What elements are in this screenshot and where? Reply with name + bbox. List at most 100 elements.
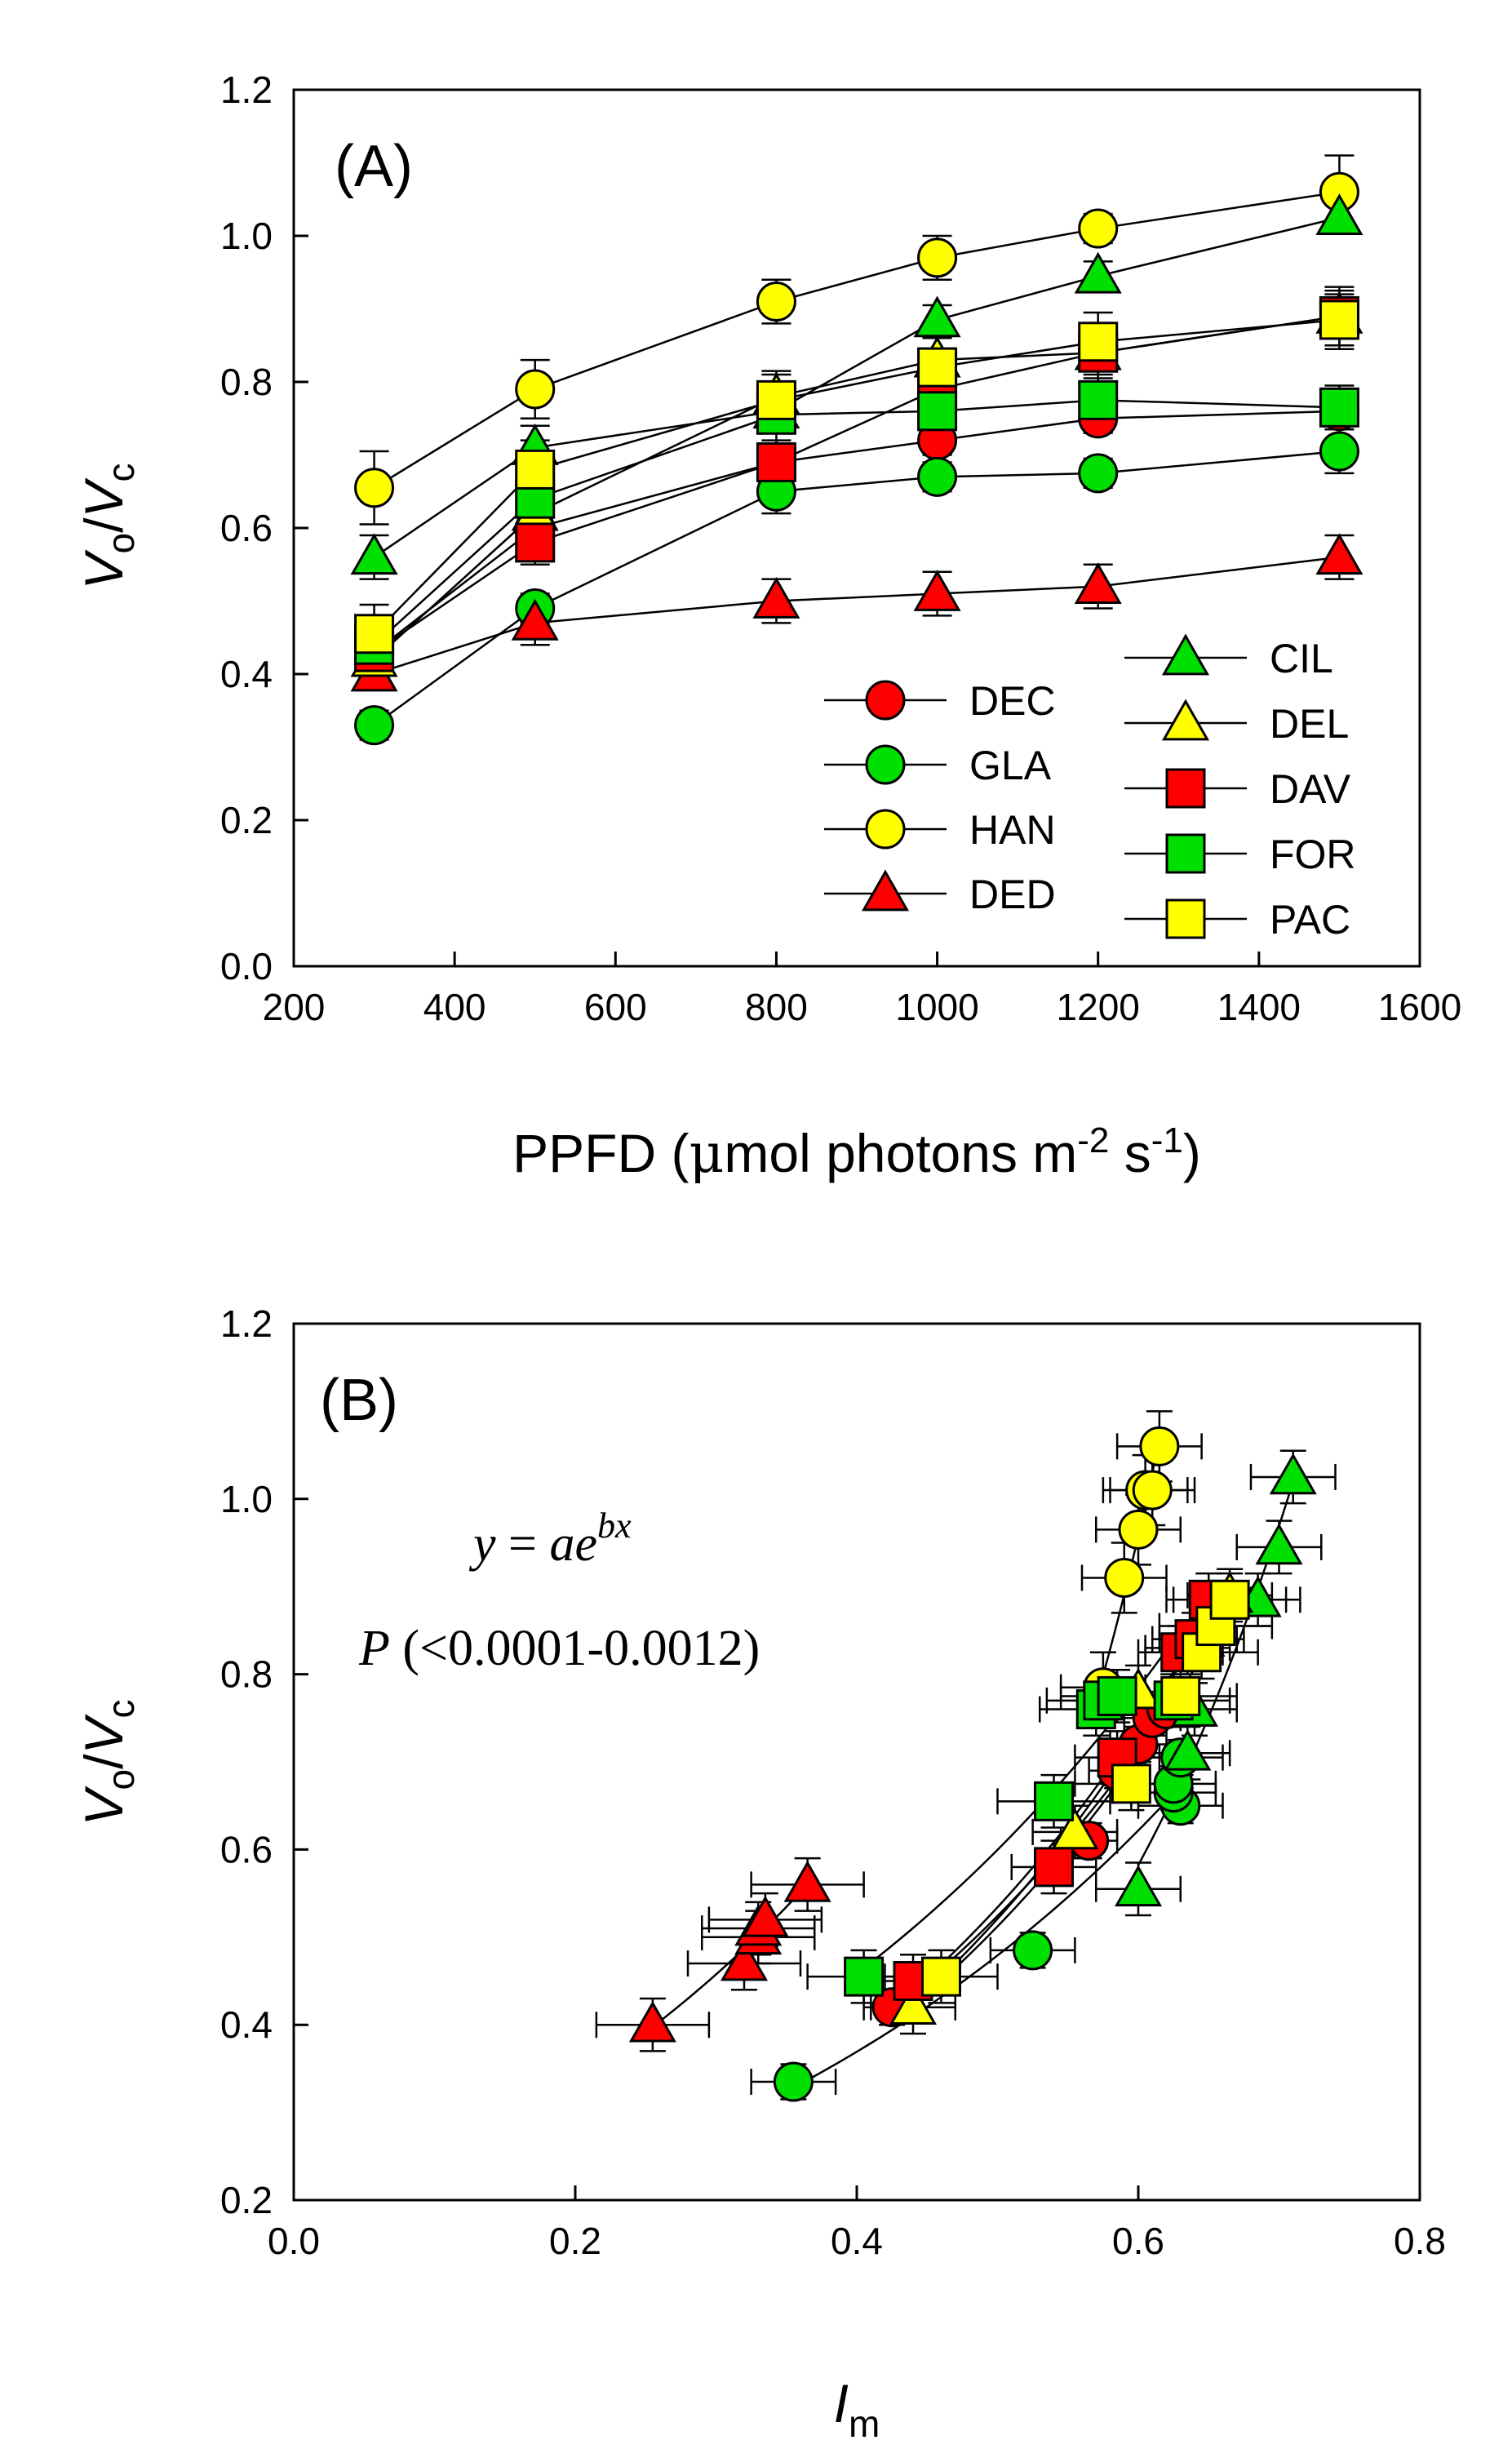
panel-a-label: (A) <box>335 134 413 199</box>
data-point-ded <box>783 1860 831 1902</box>
data-point-han <box>917 237 958 278</box>
data-point-cil <box>1269 1453 1317 1495</box>
data-point-for <box>1078 379 1119 420</box>
panel-a-y-tick-label: 0.0 <box>220 945 273 987</box>
panel-a-x-tick-label: 1000 <box>895 986 978 1028</box>
data-point-ded <box>913 570 961 611</box>
data-point-pac <box>1209 1579 1250 1620</box>
data-point-pac <box>1111 1764 1151 1804</box>
data-point-ded <box>752 577 800 619</box>
panel-a-x-tick-label: 1200 <box>1057 986 1140 1028</box>
panel-b-x-axis-title: Im <box>834 2373 880 2445</box>
panel-a: 200 400 600 800 1000 1200 1400 1600 0.0 0.2 0.4 0.6… <box>73 69 1461 1185</box>
data-point-ded <box>511 598 559 641</box>
panel-a-x-tick-label: 1400 <box>1217 986 1301 1028</box>
panel-a-x-tick-label: 800 <box>745 986 808 1028</box>
legend-marker-for <box>1165 833 1206 874</box>
series-line-dec <box>373 410 1340 654</box>
data-point-ded <box>628 2000 676 2043</box>
data-point-gla <box>1078 453 1119 494</box>
data-point-del <box>889 1983 938 2025</box>
legend-label-han: HAN <box>969 807 1056 853</box>
legend-label-ded: DED <box>969 872 1056 917</box>
legend-marker-dav <box>1165 768 1206 809</box>
panel-b-y-tick-label: 0.4 <box>220 2003 273 2046</box>
data-point-pac <box>1319 299 1359 340</box>
data-point-han <box>1118 1509 1159 1550</box>
data-point-gla <box>917 456 958 497</box>
panel-b-y-tick-label: 0.2 <box>220 2179 273 2221</box>
panel-a-x-axis-title: PPFD (μmol photons m-2 s-1) <box>512 1120 1201 1185</box>
panel-a-x-tick-label: 1600 <box>1378 986 1461 1028</box>
legend-item-gla: GLA <box>824 743 1052 788</box>
fit-p-value: P (<0.0001-0.0012) <box>358 1621 760 1676</box>
data-point-han <box>1104 1557 1145 1598</box>
legend-marker-han <box>865 809 906 850</box>
data-point-gla <box>354 705 395 746</box>
legend-item-ded: DED <box>824 869 1056 917</box>
legend-label-del: DEL <box>1270 701 1349 747</box>
series-line-dav <box>373 315 1340 654</box>
svg-text:Vo/Vc: Vo/Vc <box>73 1700 142 1826</box>
panel-a-legend: DEC GLA HAN DED CIL DEL DAV FOR PAC <box>824 633 1356 943</box>
data-point-gla <box>773 2061 814 2102</box>
legend-item-pac: PAC <box>1124 897 1350 943</box>
series-line-cil <box>373 216 1340 558</box>
panel-a-x-tick-label: 400 <box>423 986 486 1028</box>
panel-b-y-tick-label: 1.2 <box>220 1302 273 1345</box>
legend-label-cil: CIL <box>1270 636 1333 681</box>
legend-label-gla: GLA <box>969 743 1052 788</box>
data-point-ded <box>1315 533 1363 575</box>
data-point-ded <box>720 1939 769 1981</box>
data-point-pac <box>515 449 556 490</box>
data-point-dav <box>1034 1847 1074 1888</box>
panel-b-y-tick-label: 0.6 <box>220 1828 273 1870</box>
data-point-for <box>1097 1675 1137 1716</box>
panel-a-y-tick-label: 0.2 <box>220 799 273 841</box>
legend-marker-ded <box>861 869 910 912</box>
panel-a-y-tick-label: 1.0 <box>220 215 273 257</box>
data-point-ded <box>741 1895 789 1937</box>
panel-b-x-tick-label: 0.8 <box>1394 2220 1446 2262</box>
data-point-han <box>354 468 395 508</box>
legend-marker-dec <box>865 680 906 721</box>
panel-b-y-tick-label: 0.8 <box>220 1653 273 1696</box>
series-line-ded <box>374 556 1340 676</box>
data-point-gla <box>1013 1930 1053 1971</box>
legend-item-han: HAN <box>824 807 1056 853</box>
legend-item-del: DEL <box>1124 699 1349 747</box>
legend-label-dec: DEC <box>969 678 1056 724</box>
legend-marker-cil <box>1161 633 1210 676</box>
data-point-cil <box>1074 251 1122 294</box>
data-point-cil <box>1114 1865 1163 1907</box>
series-line-gla <box>373 450 1340 726</box>
panel-b-x-tick-label: 0.6 <box>1112 2220 1164 2262</box>
data-point-del <box>1051 1808 1099 1850</box>
data-point-cil <box>350 533 398 575</box>
panel-b-x-tick-label: 0.4 <box>831 2220 883 2262</box>
data-point-pac <box>921 1956 961 1997</box>
data-point-dav <box>756 441 796 482</box>
panel-a-y-tick-label: 0.6 <box>220 507 273 549</box>
data-point-pac <box>1160 1675 1201 1716</box>
panel-b: 0.0 0.2 0.4 0.6 0.80.20.40.60.81.01.2 (B) y … <box>73 1302 1446 2445</box>
data-point-pac <box>354 614 395 654</box>
fit-curve-gla <box>792 1785 1182 2089</box>
data-point-gla <box>1319 431 1359 472</box>
panel-a-y-tick-label: 1.2 <box>220 69 273 111</box>
svg-text:Vo/Vc: Vo/Vc <box>73 464 142 590</box>
data-point-pac <box>1078 322 1119 362</box>
data-point-for <box>917 391 958 432</box>
data-point-han <box>1139 1426 1180 1466</box>
panel-b-label: (B) <box>320 1368 398 1433</box>
panel-b-y-tick-label: 1.0 <box>220 1478 273 1520</box>
data-point-pac <box>756 379 796 420</box>
legend-label-dav: DAV <box>1270 766 1351 812</box>
series-line-pac <box>373 318 1340 635</box>
panel-b-x-tick-label: 0.0 <box>268 2220 320 2262</box>
fit-equation: y = aebx <box>468 1506 632 1572</box>
panel-a-x-tick-label: 600 <box>584 986 647 1028</box>
legend-item-cil: CIL <box>1124 633 1333 681</box>
data-point-for <box>1034 1781 1074 1821</box>
data-point-cil <box>1255 1523 1303 1565</box>
